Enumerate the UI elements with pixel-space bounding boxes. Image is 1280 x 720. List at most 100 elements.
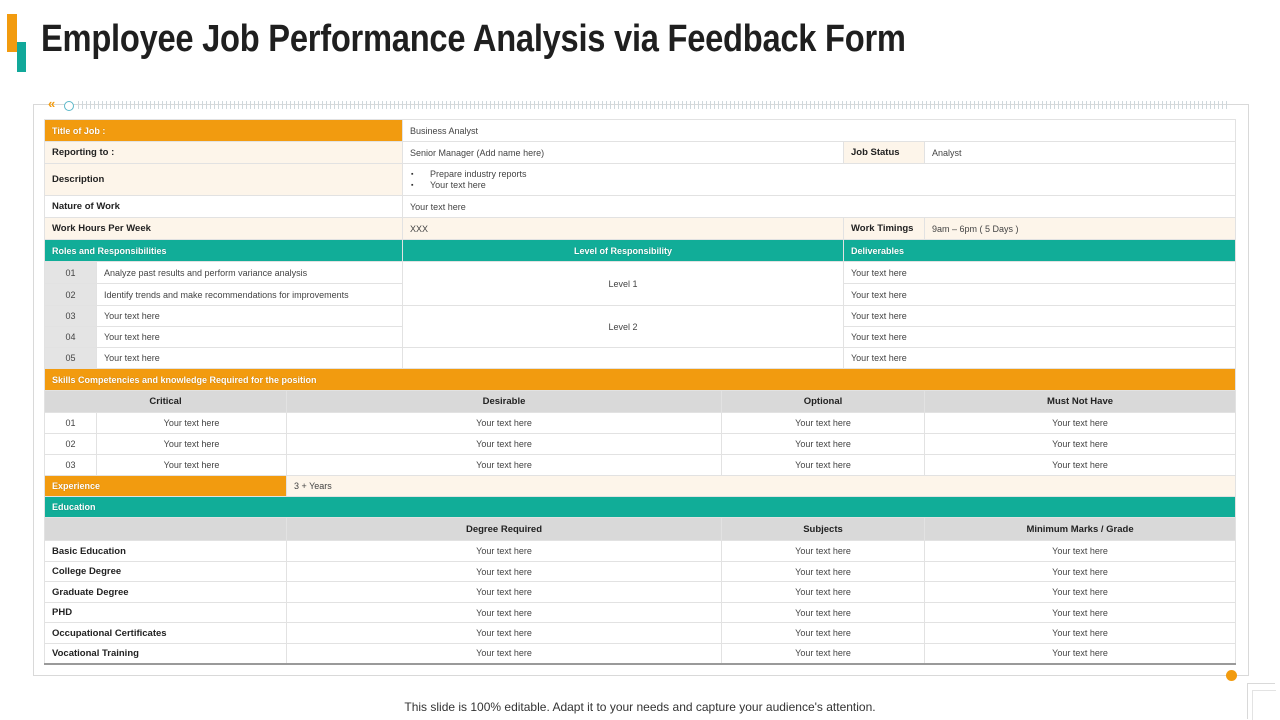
row-title-of-job: Title of Job : Business Analyst — [44, 119, 1237, 142]
skill-must-not-have[interactable]: Your text here — [923, 454, 1237, 476]
skill-optional[interactable]: Your text here — [721, 412, 925, 434]
role-text[interactable]: Identify trends and make recommendations… — [96, 283, 403, 306]
work-hours-value[interactable]: XXX — [402, 217, 844, 240]
skill-must-not-have[interactable]: Your text here — [923, 412, 1237, 434]
education-degree[interactable]: Your text here — [286, 622, 722, 644]
deliverable-text[interactable]: Your text here — [842, 305, 1237, 327]
education-marks[interactable]: Your text here — [923, 622, 1237, 644]
nature-of-work-value[interactable]: Your text here — [401, 195, 1237, 218]
row-skills-header: Skills Competencies and knowledge Requir… — [43, 368, 1237, 391]
role-number: 04 — [44, 326, 97, 348]
skill-must-not-have[interactable]: Your text here — [923, 433, 1237, 455]
level-empty-cell[interactable] — [402, 347, 844, 369]
row-description: Description Prepare industry reports You… — [44, 163, 1237, 196]
skill-number: 03 — [44, 454, 97, 476]
level-2-cell[interactable]: Level 2 — [402, 305, 844, 348]
page-title: Employee Job Performance Analysis via Fe… — [41, 18, 906, 60]
education-degree[interactable]: Your text here — [286, 643, 722, 665]
deliverable-text[interactable]: Your text here — [842, 347, 1237, 369]
double-chevron-left-icon: « — [48, 96, 55, 111]
role-number: 03 — [44, 305, 97, 327]
deliverable-text[interactable]: Your text here — [842, 261, 1237, 284]
skill-critical[interactable]: Your text here — [96, 454, 287, 476]
work-timings-value[interactable]: 9am – 6pm ( 5 Days ) — [923, 217, 1237, 240]
role-text[interactable]: Your text here — [96, 347, 403, 369]
deliverable-text[interactable]: Your text here — [842, 283, 1237, 306]
job-status-value[interactable]: Analyst — [923, 141, 1237, 164]
footer-note: This slide is 100% editable. Adapt it to… — [404, 700, 876, 714]
education-column-subjects: Subjects — [721, 517, 925, 541]
skills-column-optional: Optional — [721, 390, 925, 413]
skill-number: 02 — [44, 433, 97, 455]
skill-desirable[interactable]: Your text here — [286, 454, 722, 476]
table-row: 03 Your text here Your text here Your te… — [44, 454, 1237, 476]
skills-column-critical: Critical — [44, 390, 287, 413]
role-text[interactable]: Your text here — [96, 326, 403, 348]
reporting-to-value[interactable]: Senior Manager (Add name here) — [402, 141, 844, 164]
skill-optional[interactable]: Your text here — [721, 433, 925, 455]
table-row: Basic Education Your text here Your text… — [44, 540, 1237, 562]
level-1-cell[interactable]: Level 1 — [402, 261, 844, 306]
description-value[interactable]: Prepare industry reports Your text here — [401, 163, 1237, 196]
education-degree[interactable]: Your text here — [286, 602, 722, 623]
roles-header: Roles and Responsibilities — [44, 239, 403, 262]
education-subjects[interactable]: Your text here — [721, 561, 925, 582]
frame-left-edge — [33, 104, 34, 676]
role-text[interactable]: Analyze past results and perform varianc… — [96, 261, 403, 284]
table-row: 02 Identify trends and make recommendati… — [44, 283, 1237, 306]
orange-dot-icon — [1226, 670, 1237, 681]
row-reporting-to: Reporting to : Senior Manager (Add name … — [44, 141, 1237, 164]
skill-critical[interactable]: Your text here — [96, 433, 287, 455]
deliverable-text[interactable]: Your text here — [842, 326, 1237, 348]
table-row: 01 Analyze past results and perform vari… — [44, 261, 1237, 306]
education-subjects[interactable]: Your text here — [721, 602, 925, 623]
deliverables-header: Deliverables — [842, 239, 1237, 262]
experience-value[interactable]: 3 + Years — [285, 475, 1237, 497]
education-subjects[interactable]: Your text here — [721, 643, 925, 665]
education-marks[interactable]: Your text here — [923, 643, 1237, 665]
education-degree[interactable]: Your text here — [286, 561, 722, 582]
skill-number: 01 — [44, 412, 97, 434]
row-education-columns: Degree Required Subjects Minimum Marks /… — [44, 517, 1237, 541]
work-hours-label: Work Hours Per Week — [44, 217, 403, 240]
education-subjects[interactable]: Your text here — [721, 622, 925, 644]
education-label: College Degree — [44, 561, 287, 582]
description-item: Your text here — [411, 180, 1228, 191]
description-label: Description — [44, 163, 403, 196]
table-row: Graduate Degree Your text here Your text… — [44, 581, 1237, 603]
education-label: Basic Education — [44, 540, 287, 562]
role-text[interactable]: Your text here — [96, 305, 403, 327]
row-education-header: Education — [43, 496, 1237, 518]
accent-bar-orange — [7, 14, 17, 52]
education-column-blank — [44, 517, 287, 541]
title-of-job-label: Title of Job : — [44, 119, 403, 142]
education-subjects[interactable]: Your text here — [721, 540, 925, 562]
table-row: 01 Your text here Your text here Your te… — [44, 412, 1237, 434]
education-marks[interactable]: Your text here — [923, 561, 1237, 582]
row-nature-of-work: Nature of Work Your text here — [44, 195, 1237, 218]
skill-critical[interactable]: Your text here — [96, 412, 287, 434]
reporting-to-label: Reporting to : — [44, 141, 403, 164]
education-degree[interactable]: Your text here — [286, 540, 722, 562]
job-status-label: Job Status — [843, 141, 925, 164]
education-marks[interactable]: Your text here — [923, 540, 1237, 562]
skill-desirable[interactable]: Your text here — [286, 412, 722, 434]
table-row: Occupational Certificates Your text here… — [44, 622, 1237, 644]
skill-optional[interactable]: Your text here — [721, 454, 925, 476]
table-row: Vocational Training Your text here Your … — [44, 643, 1237, 665]
table-row: PHD Your text here Your text here Your t… — [44, 602, 1237, 623]
education-marks[interactable]: Your text here — [923, 581, 1237, 603]
education-marks[interactable]: Your text here — [923, 602, 1237, 623]
skill-desirable[interactable]: Your text here — [286, 433, 722, 455]
row-roles-header: Roles and Responsibilities Level of Resp… — [44, 239, 1237, 262]
table-row: 03 Your text here Level 2 Your text here — [44, 305, 1237, 348]
table-row: College Degree Your text here Your text … — [44, 561, 1237, 582]
skills-column-desirable: Desirable — [286, 390, 722, 413]
role-number: 05 — [44, 347, 97, 369]
row-work-hours: Work Hours Per Week XXX Work Timings 9am… — [44, 217, 1237, 240]
education-degree[interactable]: Your text here — [286, 581, 722, 603]
nature-of-work-label: Nature of Work — [44, 195, 403, 218]
title-of-job-value[interactable]: Business Analyst — [401, 119, 1237, 142]
role-number: 02 — [44, 283, 97, 306]
education-subjects[interactable]: Your text here — [721, 581, 925, 603]
